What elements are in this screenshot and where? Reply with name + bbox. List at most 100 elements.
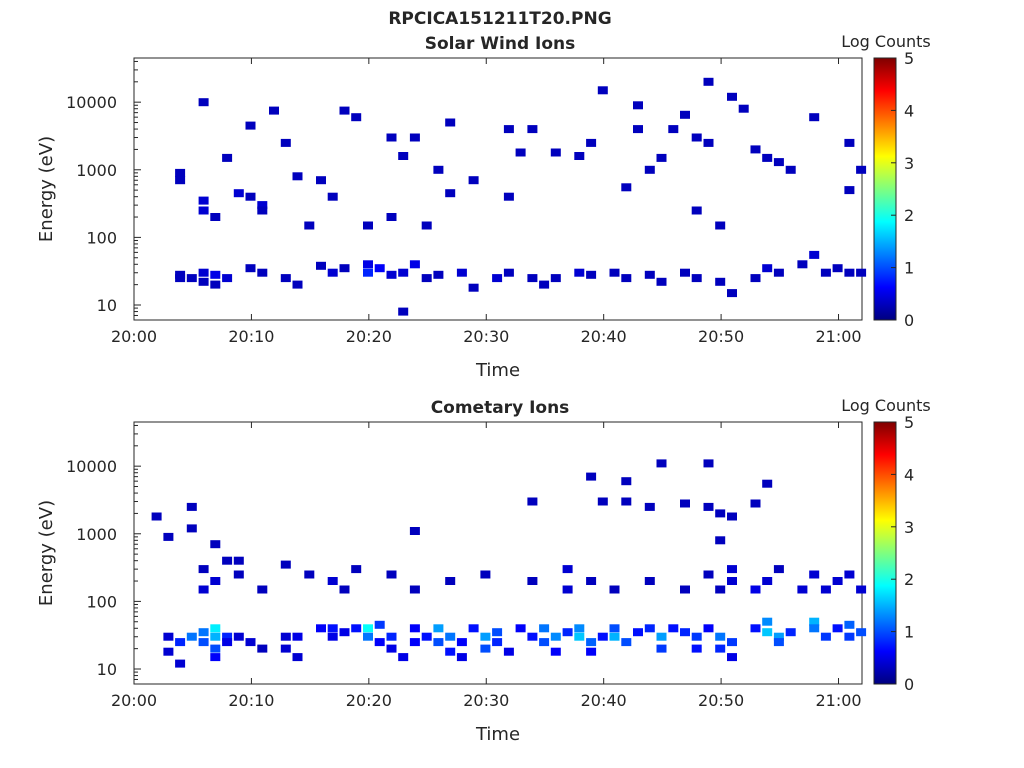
heatmap-cell xyxy=(409,133,420,142)
heatmap-cell xyxy=(809,570,820,579)
heatmap-cell xyxy=(750,499,761,508)
heatmap-cell xyxy=(198,638,209,647)
heatmap-cell xyxy=(503,647,514,656)
y-tick-label: 10000 xyxy=(66,457,117,476)
heatmap-cell xyxy=(527,497,538,506)
colorbar-tick-label: 2 xyxy=(904,206,914,225)
heatmap-cell xyxy=(715,585,726,594)
heatmap-cell xyxy=(398,268,409,277)
heatmap-cell xyxy=(445,632,456,641)
heatmap-cell xyxy=(398,152,409,160)
heatmap-cell xyxy=(703,570,714,579)
heatmap-cell xyxy=(515,624,526,633)
heatmap-cell xyxy=(492,274,503,283)
heatmap-cell xyxy=(339,585,350,594)
heatmap-cell xyxy=(327,268,338,277)
heatmap-cell xyxy=(727,638,737,647)
colorbar-tick-label: 4 xyxy=(904,101,914,120)
heatmap-cell xyxy=(715,644,726,653)
x-tick-label: 20:20 xyxy=(346,691,392,710)
heatmap-cell xyxy=(750,274,761,283)
heatmap-cell xyxy=(233,570,244,579)
heatmap-cell xyxy=(503,192,514,201)
heatmap-cell xyxy=(680,628,690,637)
heatmap-cell xyxy=(222,632,233,641)
heatmap-cell xyxy=(762,264,773,273)
heatmap-cell xyxy=(691,644,702,653)
colorbar-tick-label: 4 xyxy=(904,465,914,484)
heatmap-cell xyxy=(409,638,420,647)
heatmap-cell xyxy=(527,632,538,641)
heatmap-cell xyxy=(727,653,737,662)
heatmap-cell xyxy=(433,270,444,279)
heatmap-cell xyxy=(609,585,620,594)
x-axis-label: Time xyxy=(475,360,520,381)
heatmap-cell xyxy=(257,268,268,277)
heatmap-cell xyxy=(844,186,855,195)
heatmap-cell xyxy=(363,624,373,633)
heatmap-cell xyxy=(832,624,843,633)
x-tick-label: 21:00 xyxy=(815,327,861,346)
heatmap-cell xyxy=(186,274,197,283)
heatmap-cell xyxy=(292,632,303,641)
colorbar-tick-label: 5 xyxy=(904,413,914,432)
heatmap-cell xyxy=(316,624,326,633)
heatmap-cell xyxy=(820,585,831,594)
heatmap-cell xyxy=(186,632,197,641)
x-tick-label: 20:00 xyxy=(111,327,157,346)
heatmap-cell xyxy=(668,624,679,633)
heatmap-cell xyxy=(374,620,385,629)
heatmap-cell xyxy=(456,638,467,647)
heatmap-cell xyxy=(762,617,773,626)
heatmap-cell xyxy=(433,165,444,174)
heatmap-cell xyxy=(339,106,350,115)
cometary-ions-panel: Cometary Ions 20:00 20:10 20:20 20:30 20:40 2… xyxy=(36,396,931,745)
heatmap-cell xyxy=(703,138,714,147)
x-tick-label: 20:10 xyxy=(228,691,274,710)
colorbar-ticks: 0 1 2 3 4 5 xyxy=(891,49,914,330)
heatmap-cell xyxy=(210,270,221,279)
heatmap-cell xyxy=(421,274,432,283)
heatmap-cell xyxy=(222,638,233,647)
colorbar-label: Log Counts xyxy=(841,32,931,51)
y-tick-label: 1000 xyxy=(76,525,117,544)
y-axis: 10 100 1000 10000 xyxy=(66,60,141,321)
heatmap-cell xyxy=(680,110,690,119)
heatmap-cell xyxy=(210,213,221,221)
heatmap-cell xyxy=(680,268,690,277)
colorbar-tick-label: 1 xyxy=(904,623,914,642)
heatmap-cell xyxy=(715,509,726,518)
heatmap-cell xyxy=(773,268,784,277)
heatmap-cell xyxy=(586,647,597,656)
heatmap-cell xyxy=(844,632,855,641)
heatmap-cell xyxy=(175,270,186,279)
heatmap-cell xyxy=(633,628,643,637)
heatmap-cell xyxy=(445,647,456,656)
heatmap-cell xyxy=(750,624,761,633)
heatmap-cell xyxy=(245,192,256,201)
heatmap-cell xyxy=(797,260,808,269)
heatmap-cell xyxy=(703,502,714,511)
heatmap-cell xyxy=(680,499,690,508)
heatmap-cell xyxy=(292,172,303,181)
heatmap-cell xyxy=(539,624,550,633)
heatmap-cell xyxy=(280,560,291,569)
heatmap-cell xyxy=(468,283,479,292)
heatmap-cell xyxy=(198,98,209,107)
heatmap-cell xyxy=(820,268,831,277)
heatmap-cell xyxy=(691,632,702,641)
heatmap-cell xyxy=(656,644,667,653)
heatmap-cell xyxy=(562,565,573,574)
heatmap-cell xyxy=(762,577,773,585)
heatmap-cell xyxy=(480,570,491,579)
heatmap-cell xyxy=(269,106,279,115)
heatmap-cell xyxy=(186,524,197,533)
heatmap-cell xyxy=(468,624,479,633)
heatmap-cell xyxy=(480,632,491,641)
x-tick-label: 20:10 xyxy=(228,327,274,346)
heatmap-cell xyxy=(198,206,209,215)
heatmap-cell xyxy=(644,270,655,279)
colorbar-label: Log Counts xyxy=(841,396,931,415)
heatmap-cell xyxy=(727,289,737,298)
heatmap-cell xyxy=(327,632,338,641)
